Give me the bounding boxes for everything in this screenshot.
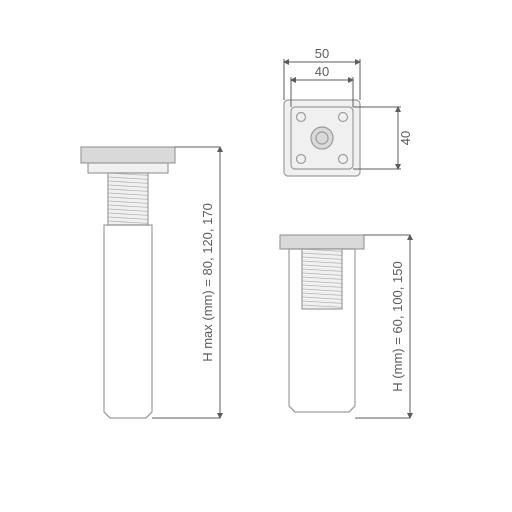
shaft-body <box>104 225 152 418</box>
center-boss-outer <box>311 127 333 149</box>
left-inner-plate <box>88 163 168 173</box>
svg-text:40: 40 <box>315 64 329 79</box>
svg-text:50: 50 <box>315 46 329 61</box>
right-base-plate <box>280 235 364 249</box>
right-height-label: H (mm) = 60, 100, 150 <box>390 261 405 391</box>
left-height-label: H max (mm) = 80, 120, 170 <box>200 203 215 362</box>
technical-drawing: 50 40 40 H max (mm) = 80, 120, 170 H (mm) = … <box>0 0 512 512</box>
svg-text:40: 40 <box>398 131 413 145</box>
left-base-plate <box>81 147 175 163</box>
